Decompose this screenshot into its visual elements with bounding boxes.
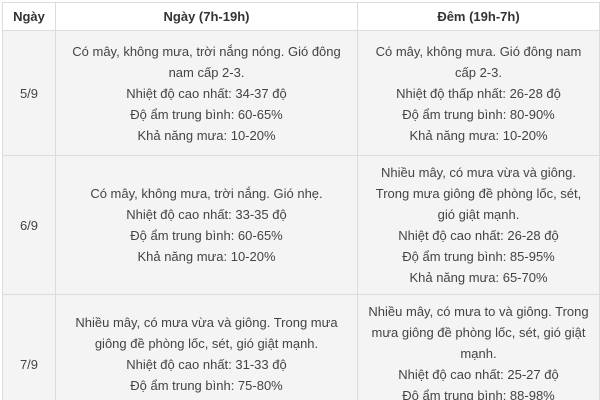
day-forecast-cell: Có mây, không mưa, trời nắng. Gió nhẹ. N… — [55, 155, 358, 295]
forecast-description: Nhiều mây, có mưa to và giông. Trong mưa… — [368, 304, 589, 361]
forecast-rain-chance: Khả năng mưa: 10-20% — [137, 249, 276, 264]
table-row: 5/9 Có mây, không mưa, trời nắng nóng. G… — [2, 30, 600, 156]
night-forecast-cell: Nhiều mây, có mưa to và giông. Trong mưa… — [357, 294, 600, 400]
forecast-temperature: Nhiệt độ cao nhất: 34-37 độ — [126, 85, 287, 101]
forecast-rain-chance: Khả năng mưa: 10-20% — [409, 127, 548, 143]
forecast-temperature: Nhiệt độ cao nhất: 26-28 độ — [398, 228, 559, 243]
forecast-humidity: Độ ẩm trung bình: 60-65% — [130, 106, 283, 122]
header-night-column: Đêm (19h-7h) — [357, 2, 600, 31]
forecast-description: Có mây, không mưa, trời nắng. Gió nhẹ. — [90, 186, 323, 201]
forecast-humidity: Độ ẩm trung bình: 88-98% — [402, 388, 555, 400]
forecast-temperature: Nhiệt độ cao nhất: 25-27 độ — [398, 367, 559, 382]
forecast-humidity: Độ ẩm trung bình: 85-95% — [402, 249, 555, 264]
forecast-description: Nhiều mây, có mưa vừa và giông. Trong mư… — [375, 165, 582, 222]
date-cell: 5/9 — [2, 30, 56, 156]
night-forecast-cell: Nhiều mây, có mưa vừa và giông. Trong mư… — [357, 155, 600, 295]
date-cell: 7/9 — [2, 294, 56, 400]
forecast-humidity: Độ ẩm trung bình: 60-65% — [130, 228, 283, 243]
day-forecast-cell: Nhiều mây, có mưa vừa và giông. Trong mư… — [55, 294, 358, 400]
forecast-rain-chance: Khả năng mưa: 10-20% — [137, 127, 276, 143]
day-forecast-cell: Có mây, không mưa, trời nắng nóng. Gió đ… — [55, 30, 358, 156]
forecast-rain-chance: Khả năng mưa: 80-90% — [65, 396, 348, 400]
date-cell: 6/9 — [2, 155, 56, 295]
forecast-humidity: Độ ẩm trung bình: 75-80% — [130, 377, 283, 393]
forecast-temperature: Nhiệt độ cao nhất: 33-35 độ — [126, 207, 287, 222]
forecast-temperature: Nhiệt độ cao nhất: 31-33 độ — [126, 356, 287, 372]
forecast-humidity: Độ ẩm trung bình: 80-90% — [402, 106, 555, 122]
table-row: 7/9 Nhiều mây, có mưa vừa và giông. Tron… — [2, 294, 600, 400]
forecast-description: Có mây, không mưa. Gió đông nam cấp 2-3. — [375, 43, 582, 80]
table-row: 6/9 Có mây, không mưa, trời nắng. Gió nh… — [2, 155, 600, 295]
forecast-rain-chance: Khả năng mưa: 65-70% — [409, 270, 548, 285]
header-date-column: Ngày — [2, 2, 56, 31]
night-forecast-cell: Có mây, không mưa. Gió đông nam cấp 2-3.… — [357, 30, 600, 156]
header-day-column: Ngày (7h-19h) — [55, 2, 358, 31]
table-header-row: Ngày Ngày (7h-19h) Đêm (19h-7h) — [2, 2, 600, 31]
forecast-description: Nhiều mây, có mưa vừa và giông. Trong mư… — [75, 314, 338, 351]
forecast-temperature: Nhiệt độ thấp nhất: 26-28 độ — [396, 85, 561, 101]
forecast-description: Có mây, không mưa, trời nắng nóng. Gió đ… — [72, 43, 341, 80]
